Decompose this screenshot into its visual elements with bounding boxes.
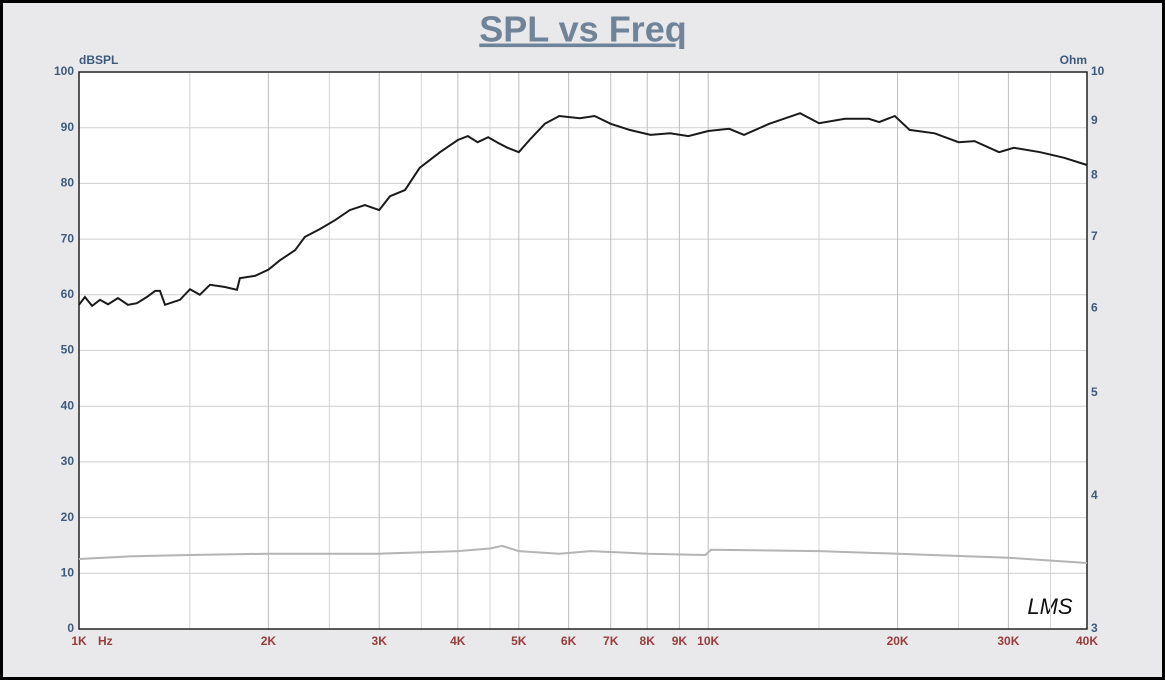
y2-axis-label: Ohm [1060, 53, 1087, 67]
y-tick-label: 10 [61, 565, 75, 579]
y2-tick-label: 3 [1091, 621, 1098, 635]
x-tick-label: 6K [561, 634, 577, 648]
y2-tick-label: 4 [1091, 488, 1098, 502]
y2-tick-label: 9 [1091, 113, 1098, 127]
x-tick-label: 30K [997, 634, 1019, 648]
x-tick-label: 9K [672, 634, 688, 648]
x-tick-label: 40K [1076, 634, 1098, 648]
y-tick-label: 90 [61, 120, 75, 134]
x-tick-label: 5K [511, 634, 527, 648]
y-tick-label: 30 [61, 454, 75, 468]
y-tick-label: 50 [61, 343, 75, 357]
x-axis-label: Hz [98, 634, 113, 648]
x-tick-label: 20K [887, 634, 909, 648]
x-tick-label: 3K [372, 634, 388, 648]
x-tick-label: 1K [71, 634, 87, 648]
y2-tick-label: 7 [1091, 229, 1098, 243]
y-tick-label: 70 [61, 231, 75, 245]
line-series [78, 544, 1088, 564]
y-tick-label: 80 [61, 176, 75, 190]
x-tick-label: 8K [640, 634, 656, 648]
y2-tick-label: 8 [1091, 167, 1098, 181]
y2-tick-label: 5 [1091, 385, 1098, 399]
y-axis-label: dBSPL [79, 53, 118, 67]
y-tick-label: 40 [61, 398, 75, 412]
y2-tick-label: 10 [1091, 64, 1105, 78]
x-tick-label: 4K [450, 634, 466, 648]
y2-tick-label: 6 [1091, 300, 1098, 314]
y-tick-label: 100 [54, 64, 74, 78]
y-tick-label: 20 [61, 510, 75, 524]
x-tick-label: 10K [697, 634, 719, 648]
x-tick-label: 7K [603, 634, 619, 648]
line-series [78, 112, 1088, 308]
chart-title: SPL vs Freq [479, 9, 686, 50]
x-tick-label: 2K [261, 634, 277, 648]
plot-border [78, 71, 1088, 630]
y-tick-label: 60 [61, 287, 75, 301]
y-tick-label: 0 [67, 621, 74, 635]
